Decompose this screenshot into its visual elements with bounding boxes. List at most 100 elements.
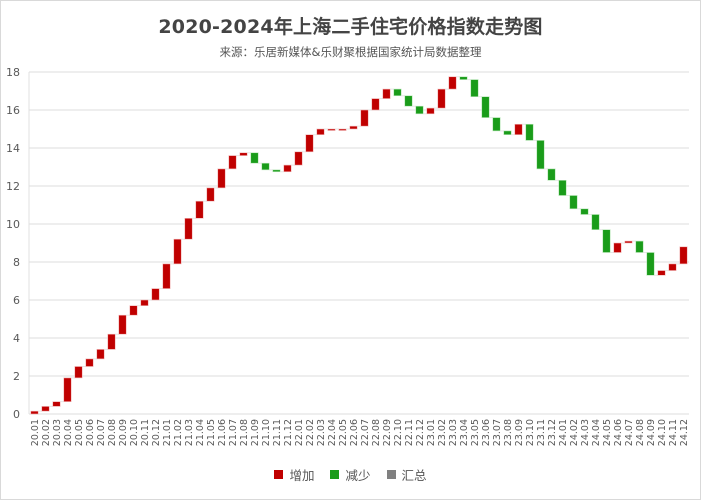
- chart-subtitle: 来源：乐居新媒体&乐财聚根据国家统计局数据整理: [219, 45, 482, 59]
- x-tick-label: 22.09: [382, 419, 393, 446]
- bar-increase: [162, 263, 171, 289]
- x-tick-label: 20.07: [96, 419, 107, 446]
- legend-label-increase: 增加: [289, 468, 315, 483]
- bar-decrease: [591, 214, 600, 230]
- bar-increase: [206, 187, 215, 202]
- legend-swatch-decrease: [330, 470, 340, 479]
- x-tick-label: 22.03: [316, 419, 327, 446]
- bar-decrease: [547, 168, 556, 181]
- bar-increase: [613, 242, 622, 253]
- legend-swatch-total: [386, 470, 396, 479]
- bar-increase: [52, 401, 61, 407]
- legend-item-increase: 增加: [274, 465, 314, 484]
- x-tick-label: 24.04: [591, 419, 602, 446]
- bar-decrease: [470, 79, 479, 97]
- x-tick-label: 24.10: [657, 419, 668, 446]
- x-tick-label: 23.09: [514, 419, 525, 446]
- x-tick-label: 23.08: [503, 419, 514, 446]
- y-tick-label: 8: [13, 256, 20, 269]
- bar-decrease: [635, 240, 644, 253]
- bar-increase: [74, 366, 83, 379]
- bar-increase: [360, 109, 369, 127]
- bar-increase: [657, 270, 666, 276]
- bar-decrease: [580, 208, 589, 215]
- chart-title: 2020-2024年上海二手住宅价格指数走势图: [158, 16, 543, 38]
- bar-increase: [679, 246, 688, 265]
- bar-increase: [85, 358, 94, 367]
- x-tick-label: 22.05: [338, 419, 349, 446]
- x-tick-label: 22.02: [305, 419, 316, 446]
- x-tick-label: 22.04: [327, 419, 338, 446]
- x-tick-label: 23.06: [481, 419, 492, 446]
- bar-increase: [437, 88, 446, 109]
- bar-decrease: [481, 96, 490, 118]
- bar-decrease: [569, 195, 578, 210]
- x-tick-label: 24.11: [668, 419, 679, 446]
- bar-increase: [195, 200, 204, 219]
- bar-decrease: [250, 152, 259, 164]
- x-tick-label: 23.10: [525, 419, 536, 446]
- x-tick-label: 23.11: [536, 419, 547, 446]
- x-tick-label: 24.12: [679, 419, 690, 446]
- x-tick-label: 22.11: [404, 419, 415, 446]
- x-tick-label: 22.07: [360, 419, 371, 446]
- bar-increase: [283, 164, 292, 173]
- y-tick-label: 0: [13, 408, 20, 421]
- x-tick-label: 21.07: [228, 419, 239, 446]
- y-tick-label: 12: [6, 180, 20, 193]
- bar-increase: [305, 134, 314, 153]
- bar-increase: [371, 98, 380, 111]
- y-tick-label: 10: [6, 218, 20, 231]
- bar-increase: [382, 88, 391, 99]
- bar-increase: [327, 128, 336, 131]
- x-tick-label: 20.01: [30, 419, 41, 446]
- bar-increase: [63, 377, 72, 402]
- x-tick-label: 22.01: [294, 419, 305, 446]
- legend-swatch-increase: [274, 470, 284, 479]
- x-tick-label: 21.12: [283, 419, 294, 446]
- x-tick-label: 20.11: [140, 419, 151, 446]
- bar-increase: [338, 128, 347, 131]
- bar-increase: [184, 218, 193, 240]
- x-tick-label: 24.02: [569, 419, 580, 446]
- bar-decrease: [404, 95, 413, 107]
- bar-increase: [426, 107, 435, 115]
- bar-increase: [668, 263, 677, 271]
- x-tick-label: 20.08: [107, 419, 118, 446]
- bar-decrease: [393, 88, 402, 97]
- x-tick-label: 21.09: [250, 419, 261, 446]
- y-tick-label: 14: [6, 142, 20, 155]
- bar-increase: [217, 168, 226, 189]
- bar-decrease: [646, 252, 655, 276]
- bar-decrease: [525, 123, 534, 141]
- x-tick-label: 24.01: [558, 419, 569, 446]
- bar-decrease: [415, 105, 424, 115]
- bar-decrease: [503, 130, 512, 135]
- x-tick-label: 24.07: [624, 419, 635, 446]
- x-tick-label: 20.06: [85, 419, 96, 446]
- bar-increase: [151, 288, 160, 301]
- legend-item-total: 汇总: [386, 465, 427, 484]
- x-tick-label: 20.03: [52, 419, 63, 446]
- bar-increase: [118, 314, 127, 335]
- y-tick-label: 16: [6, 104, 20, 117]
- bar-increase: [41, 406, 50, 412]
- x-tick-label: 21.03: [184, 419, 195, 446]
- bar-decrease: [459, 76, 468, 80]
- bar-increase: [624, 240, 633, 244]
- bar-decrease: [536, 140, 545, 170]
- y-tick-label: 18: [6, 66, 20, 79]
- x-tick-label: 22.06: [349, 419, 360, 446]
- x-tick-label: 23.07: [492, 419, 503, 446]
- x-tick-label: 23.03: [448, 419, 459, 446]
- x-tick-label: 23.04: [459, 419, 470, 446]
- bar-decrease: [492, 117, 501, 132]
- bar-decrease: [602, 229, 611, 253]
- x-tick-label: 20.12: [151, 419, 162, 446]
- bar-decrease: [261, 162, 270, 171]
- x-tick-label: 20.05: [74, 419, 85, 446]
- x-tick-label: 21.10: [261, 419, 272, 446]
- x-tick-label: 20.02: [41, 419, 52, 446]
- y-tick-label: 4: [13, 332, 20, 345]
